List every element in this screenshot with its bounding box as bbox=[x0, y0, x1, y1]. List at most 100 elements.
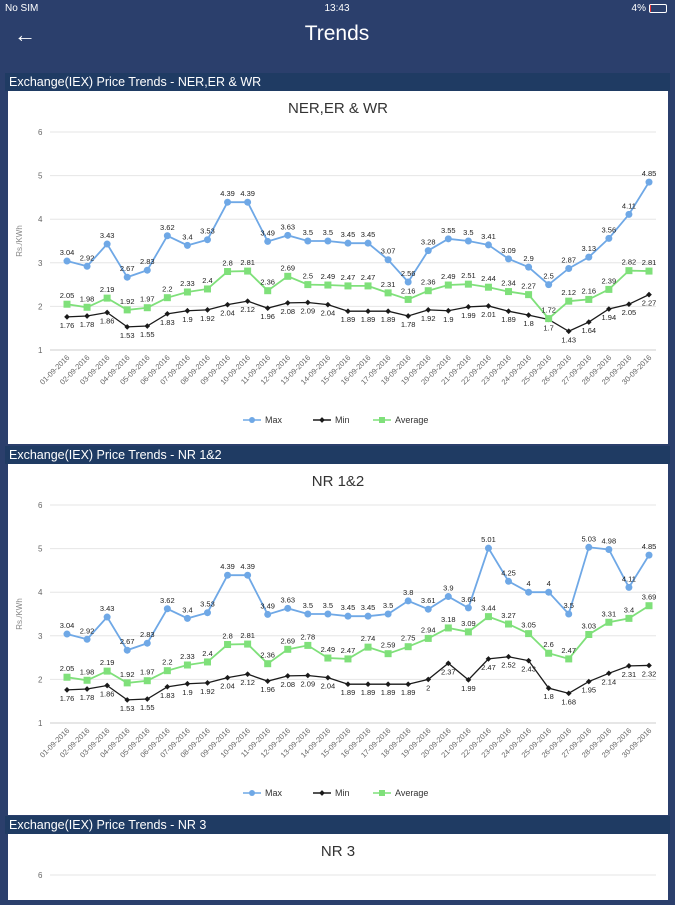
data-point bbox=[83, 303, 91, 311]
y-tick-label: 4 bbox=[38, 215, 43, 224]
data-label: 1.9 bbox=[182, 688, 192, 697]
data-label: 1.89 bbox=[341, 315, 356, 324]
data-label: 2.04 bbox=[321, 309, 336, 318]
data-point bbox=[183, 288, 191, 296]
data-point bbox=[244, 671, 251, 677]
data-label: 2.08 bbox=[280, 307, 295, 316]
data-label: 2.49 bbox=[441, 272, 456, 281]
data-label: 1.99 bbox=[461, 684, 476, 693]
data-point bbox=[264, 287, 272, 295]
data-point bbox=[626, 301, 632, 308]
data-label: 2.49 bbox=[321, 645, 336, 654]
data-point bbox=[645, 267, 653, 275]
y-tick-label: 1 bbox=[38, 719, 43, 728]
data-point bbox=[144, 696, 151, 702]
data-label: 1.83 bbox=[160, 691, 175, 700]
data-label: 2.51 bbox=[461, 271, 476, 280]
data-label: 4.39 bbox=[220, 562, 235, 571]
data-label: 1.53 bbox=[120, 704, 135, 713]
data-point bbox=[585, 543, 593, 551]
data-label: 4 bbox=[547, 579, 551, 588]
data-point bbox=[63, 673, 71, 681]
legend-label: Max bbox=[265, 415, 283, 425]
data-label: 2.74 bbox=[361, 634, 376, 643]
data-label: 2.12 bbox=[561, 288, 576, 297]
data-label: 1.97 bbox=[140, 668, 155, 677]
data-point bbox=[204, 307, 211, 313]
data-label: 1.89 bbox=[381, 315, 396, 324]
data-point bbox=[605, 234, 613, 242]
data-label: 3.5 bbox=[564, 601, 574, 610]
data-label: 2.12 bbox=[240, 305, 255, 314]
data-label: 3.44 bbox=[481, 604, 496, 613]
data-point bbox=[625, 614, 633, 622]
data-label: 3.45 bbox=[361, 603, 376, 612]
arrow-left-icon[interactable]: ← bbox=[14, 22, 36, 47]
data-point bbox=[83, 262, 91, 270]
data-point bbox=[143, 677, 151, 685]
data-label: 2.16 bbox=[581, 286, 596, 295]
data-label: 2.52 bbox=[501, 661, 516, 670]
data-point bbox=[424, 247, 432, 255]
data-point bbox=[304, 299, 311, 306]
data-point bbox=[585, 319, 592, 325]
data-label: 2.69 bbox=[280, 263, 295, 272]
data-label: 3.53 bbox=[200, 600, 215, 609]
data-point bbox=[123, 679, 131, 687]
data-label: 4.39 bbox=[220, 189, 235, 198]
series-line-min bbox=[66, 656, 650, 701]
data-point bbox=[83, 635, 91, 643]
data-point bbox=[304, 610, 312, 618]
data-point bbox=[484, 544, 492, 552]
data-point bbox=[385, 308, 391, 315]
data-point bbox=[444, 235, 452, 243]
data-label: 4.39 bbox=[240, 189, 255, 198]
data-point bbox=[244, 640, 252, 648]
data-label: 3.63 bbox=[280, 595, 295, 604]
data-point bbox=[364, 239, 372, 247]
data-point bbox=[203, 609, 211, 617]
data-point bbox=[425, 307, 432, 313]
chart-card: NR 1&2 1 2 3 4 5 6 Rs./KWh 01-09-2016 02-09-2016 0… bbox=[8, 464, 668, 815]
data-label: 2.27 bbox=[642, 299, 657, 308]
data-point bbox=[505, 255, 513, 263]
data-point bbox=[585, 295, 593, 303]
data-point bbox=[545, 649, 553, 657]
data-label: 1.8 bbox=[523, 319, 533, 328]
data-point bbox=[164, 683, 171, 690]
data-point bbox=[244, 571, 252, 579]
data-label: 1.55 bbox=[140, 330, 155, 339]
chart-title: NR 3 bbox=[321, 843, 355, 860]
y-tick-label: 6 bbox=[38, 871, 43, 880]
data-point bbox=[284, 300, 291, 306]
data-point bbox=[484, 241, 492, 249]
data-point bbox=[485, 303, 492, 309]
data-point bbox=[585, 630, 593, 638]
data-point bbox=[325, 674, 331, 681]
data-label: 2.5 bbox=[303, 272, 313, 281]
data-label: 4.11 bbox=[622, 574, 636, 583]
data-label: 3.07 bbox=[381, 247, 396, 256]
data-label: 1.92 bbox=[200, 314, 215, 323]
data-label: 3.09 bbox=[501, 246, 516, 255]
data-point bbox=[64, 687, 70, 693]
data-point bbox=[304, 237, 312, 245]
data-point bbox=[646, 662, 652, 669]
section-heading: Exchange(IEX) Price Trends - NER,ER & WR bbox=[5, 73, 670, 91]
data-point bbox=[284, 645, 292, 653]
data-label: 1.78 bbox=[80, 693, 95, 702]
y-tick-label: 6 bbox=[38, 128, 43, 137]
data-point bbox=[425, 676, 432, 683]
data-label: 1.96 bbox=[260, 312, 275, 321]
data-point bbox=[565, 264, 573, 272]
data-point bbox=[203, 658, 211, 666]
data-point bbox=[404, 295, 412, 303]
data-label: 1.92 bbox=[120, 670, 135, 679]
data-point bbox=[345, 681, 351, 688]
data-label: 2.37 bbox=[441, 667, 456, 676]
legend-label: Min bbox=[335, 788, 350, 798]
data-point bbox=[103, 667, 111, 675]
data-label: 2.47 bbox=[561, 646, 576, 655]
data-point bbox=[143, 266, 151, 274]
data-label: 3.61 bbox=[421, 596, 436, 605]
